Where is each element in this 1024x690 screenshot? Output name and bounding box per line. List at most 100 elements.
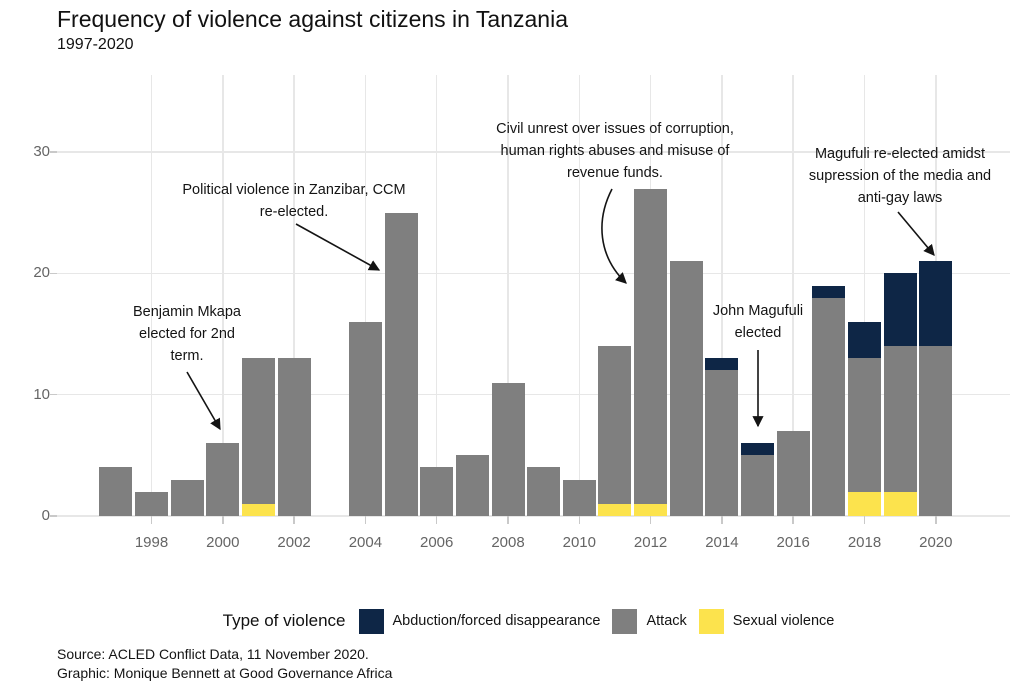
plot-area	[57, 75, 1010, 517]
bar-segment-2005	[384, 212, 418, 516]
bar-segment-2017	[812, 297, 846, 516]
graphic-credit-line: Graphic: Monique Bennett at Good Governa…	[57, 665, 393, 681]
bar-segment-2019	[883, 491, 917, 516]
bar-segment-2006	[420, 467, 454, 516]
chart-subtitle: 1997-2020	[57, 36, 134, 53]
bar-segment-2020	[919, 261, 953, 347]
chart-title: Frequency of violence against citizens i…	[57, 6, 568, 32]
x-gridline	[435, 75, 438, 516]
x-tick-label: 2008	[491, 534, 525, 551]
x-gridline	[863, 75, 866, 516]
x-tick	[507, 516, 509, 524]
bar-segment-2012	[634, 188, 668, 504]
y-tick	[50, 272, 57, 275]
x-tick	[293, 516, 295, 524]
x-tick	[364, 516, 367, 524]
annotation: John Magufuli elected	[712, 303, 804, 341]
annotation: Civil unrest over issues of corruption, …	[496, 121, 734, 181]
y-gridline	[57, 515, 1010, 517]
x-gridline	[293, 75, 295, 516]
y-gridline	[57, 151, 1010, 153]
bar-segment-2008	[491, 382, 525, 516]
x-gridline	[578, 75, 581, 516]
source-line: Source: ACLED Conflict Data, 11 November…	[57, 646, 369, 662]
x-tick	[863, 516, 866, 524]
bar-segment-2020	[919, 346, 953, 516]
x-gridline	[222, 75, 224, 516]
annotation: Political violence in Zanzibar, CCM re-e…	[182, 182, 406, 220]
bar-segment-2017	[812, 285, 846, 298]
bar-segment-2015	[741, 455, 775, 516]
bar-segment-2007	[455, 455, 489, 516]
x-tick-label: 2000	[206, 534, 240, 551]
legend-title: Type of violence	[222, 611, 346, 630]
bar-segment-2015	[741, 443, 775, 456]
x-tick	[435, 516, 438, 524]
x-gridline	[150, 75, 153, 516]
x-gridline	[507, 75, 509, 516]
y-tick-label: 30	[33, 143, 50, 161]
y-tick-label: 20	[33, 264, 50, 282]
x-tick	[222, 516, 224, 524]
x-tick	[935, 516, 937, 524]
bar-segment-2018	[848, 321, 881, 359]
bar-segment-2001	[241, 503, 275, 516]
legend: Type of violence Abduction/forced disapp…	[0, 601, 1024, 641]
annotation: Benjamin Mkapa elected for 2nd term.	[133, 304, 241, 364]
bar-segment-1997	[99, 467, 133, 516]
caption: Source: ACLED Conflict Data, 11 November…	[57, 645, 392, 683]
bar-segment-2004	[348, 321, 382, 516]
legend-item-sexual-violence: Sexual violence	[698, 608, 835, 634]
legend-item-attack: Attack	[612, 608, 687, 634]
y-tick	[50, 393, 57, 396]
bar-segment-1998	[135, 491, 168, 516]
bar-segment-2014	[705, 370, 739, 516]
x-tick	[578, 516, 581, 524]
x-tick-label: 2004	[348, 534, 383, 551]
x-tick-label: 2016	[776, 534, 810, 551]
bar-segment-2011	[598, 346, 632, 504]
bar-segment-2018	[848, 358, 881, 492]
y-tick-label: 10	[33, 385, 50, 403]
bar-segment-2012	[634, 503, 668, 516]
x-tick	[792, 516, 794, 524]
legend-label: Attack	[646, 613, 687, 629]
abduction-swatch-icon	[358, 608, 384, 634]
legend-item-abduction: Abduction/forced disappearance	[358, 608, 601, 634]
bar-segment-2014	[705, 358, 739, 371]
y-gridline	[57, 393, 1010, 396]
y-gridline	[57, 272, 1010, 275]
x-tick-label: 2006	[420, 534, 454, 551]
bar-segment-2002	[277, 358, 311, 516]
x-tick-label: 2012	[633, 534, 668, 551]
y-tick-label: 0	[41, 507, 50, 524]
x-tick	[721, 516, 723, 524]
x-tick-label: 2018	[847, 534, 882, 551]
y-tick	[50, 151, 57, 153]
bar-segment-2000	[206, 443, 240, 516]
bar-segment-2001	[241, 358, 275, 504]
bar-segment-2011	[598, 503, 632, 516]
bar-segment-1999	[170, 479, 204, 516]
attack-swatch-icon	[612, 608, 638, 634]
x-tick	[649, 516, 652, 524]
x-tick-label: 2014	[705, 534, 739, 551]
bar-segment-2018	[848, 491, 881, 516]
legend-label: Abduction/forced disappearance	[392, 613, 601, 629]
bar-segment-2013	[669, 261, 703, 516]
y-tick	[50, 515, 57, 517]
x-tick-label: 2010	[562, 534, 596, 551]
bar-segment-2016	[776, 431, 810, 516]
bar-segment-2019	[883, 273, 917, 347]
bar-segment-2019	[883, 346, 917, 492]
bar-segment-2009	[527, 467, 561, 516]
legend-label: Sexual violence	[732, 613, 835, 629]
x-tick-label: 2020	[919, 534, 953, 551]
x-gridline	[364, 75, 367, 516]
bar-segment-2010	[562, 479, 596, 516]
sexual-violence-swatch-icon	[698, 608, 724, 634]
x-gridline	[792, 75, 794, 516]
x-tick-label: 1998	[134, 534, 169, 551]
annotation: Magufuli re-elected amidst supression of…	[808, 146, 992, 206]
x-gridline	[721, 75, 723, 516]
